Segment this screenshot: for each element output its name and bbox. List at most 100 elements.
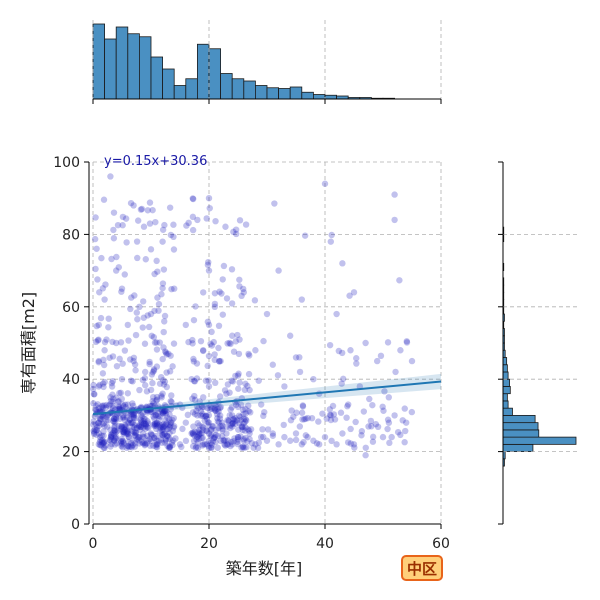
- scatter-point: [269, 432, 277, 439]
- scatter-point: [126, 443, 133, 451]
- scatter-point: [199, 412, 207, 420]
- scatter-point: [151, 421, 158, 428]
- scatter-point: [102, 281, 109, 288]
- scatter-point: [159, 280, 167, 287]
- scatter-point: [397, 347, 404, 354]
- scatter-point: [231, 414, 239, 422]
- scatter-point: [125, 433, 133, 441]
- scatter-point: [120, 430, 127, 437]
- scatter-point: [189, 443, 197, 450]
- x-hist-bar: [324, 94, 338, 100]
- scatter-point: [208, 444, 215, 451]
- scatter-point: [92, 265, 99, 273]
- scatter-point: [166, 411, 173, 418]
- scatter-point: [199, 410, 206, 418]
- scatter-point: [103, 417, 110, 424]
- scatter-point: [120, 440, 127, 447]
- scatter-point: [287, 416, 295, 424]
- scatter-point: [391, 191, 398, 198]
- scatter-point: [100, 196, 108, 203]
- scatter-point: [98, 439, 106, 446]
- scatter-point: [223, 295, 231, 302]
- scatter-point: [159, 355, 166, 363]
- scatter-point: [158, 421, 165, 429]
- scatter-point: [144, 432, 151, 440]
- scatter-point: [123, 413, 131, 421]
- scatter-point: [206, 204, 213, 212]
- scatter-point: [236, 379, 243, 386]
- scatter-point: [113, 267, 120, 274]
- scatter-point: [95, 422, 103, 430]
- scatter-point: [229, 332, 236, 339]
- scatter-point: [137, 416, 144, 423]
- scatter-point: [159, 238, 166, 245]
- scatter-point: [137, 206, 145, 213]
- scatter-point: [161, 407, 168, 415]
- scatter-point: [101, 438, 108, 446]
- scatter-point: [394, 428, 402, 436]
- scatter-point: [160, 381, 168, 388]
- scatter-point: [126, 416, 133, 424]
- scatter-point: [142, 420, 149, 428]
- scatter-point: [236, 276, 243, 283]
- right-marginal-histogram: [498, 161, 580, 525]
- scatter-point: [239, 423, 246, 431]
- scatter-point: [92, 421, 100, 428]
- scatter-point: [217, 423, 224, 430]
- scatter-point: [154, 421, 161, 429]
- scatter-point: [92, 214, 99, 221]
- scatter-point: [142, 256, 149, 263]
- scatter-point: [208, 431, 215, 439]
- scatter-point: [110, 395, 117, 403]
- y-hist-bar: [502, 393, 508, 402]
- scatter-point: [211, 303, 218, 310]
- scatter-point: [350, 441, 358, 448]
- scatter-point: [385, 419, 393, 426]
- scatter-point: [219, 311, 227, 318]
- scatter-point: [189, 409, 197, 416]
- x-hist-bar: [243, 80, 256, 100]
- scatter-point: [165, 425, 172, 433]
- scatter-point: [260, 412, 267, 420]
- scatter-point: [331, 416, 339, 423]
- scatter-point: [153, 393, 161, 401]
- scatter-point: [255, 439, 263, 446]
- scatter-point: [153, 437, 160, 444]
- scatter-point: [247, 409, 254, 416]
- scatter-point: [93, 406, 100, 414]
- scatter-point: [172, 435, 179, 442]
- scatter-point: [99, 404, 106, 412]
- scatter-point: [167, 419, 175, 426]
- scatter-point: [302, 432, 310, 439]
- scatter-point: [142, 368, 149, 376]
- scatter-point: [340, 375, 347, 383]
- x-hist-bar: [208, 48, 221, 100]
- scatter-point: [132, 428, 139, 436]
- scatter-point: [107, 426, 114, 434]
- scatter-point: [281, 433, 288, 441]
- scatter-point: [129, 441, 137, 449]
- x-hist-bar: [115, 26, 129, 100]
- scatter-point: [118, 423, 126, 430]
- scatter-point: [130, 412, 137, 419]
- scatter-point: [112, 434, 119, 441]
- scatter-point: [275, 441, 282, 448]
- scatter-point: [162, 437, 169, 444]
- scatter-point: [160, 408, 167, 415]
- scatter-point: [358, 432, 365, 439]
- scatter-point: [137, 423, 145, 431]
- scatter-point: [109, 353, 117, 360]
- scatter-point: [100, 439, 107, 446]
- scatter-point: [161, 430, 168, 437]
- regression-equation: y=0.15x+30.36: [104, 154, 207, 169]
- scatter-point: [205, 412, 213, 419]
- scatter-point: [156, 427, 163, 435]
- scatter-point: [193, 407, 200, 414]
- scatter-point: [163, 369, 170, 376]
- scatter-point: [216, 393, 224, 400]
- scatter-point: [133, 424, 141, 432]
- scatter-point: [125, 337, 132, 344]
- scatter-point: [226, 412, 233, 419]
- scatter-point: [313, 440, 321, 447]
- scatter-point: [229, 419, 237, 427]
